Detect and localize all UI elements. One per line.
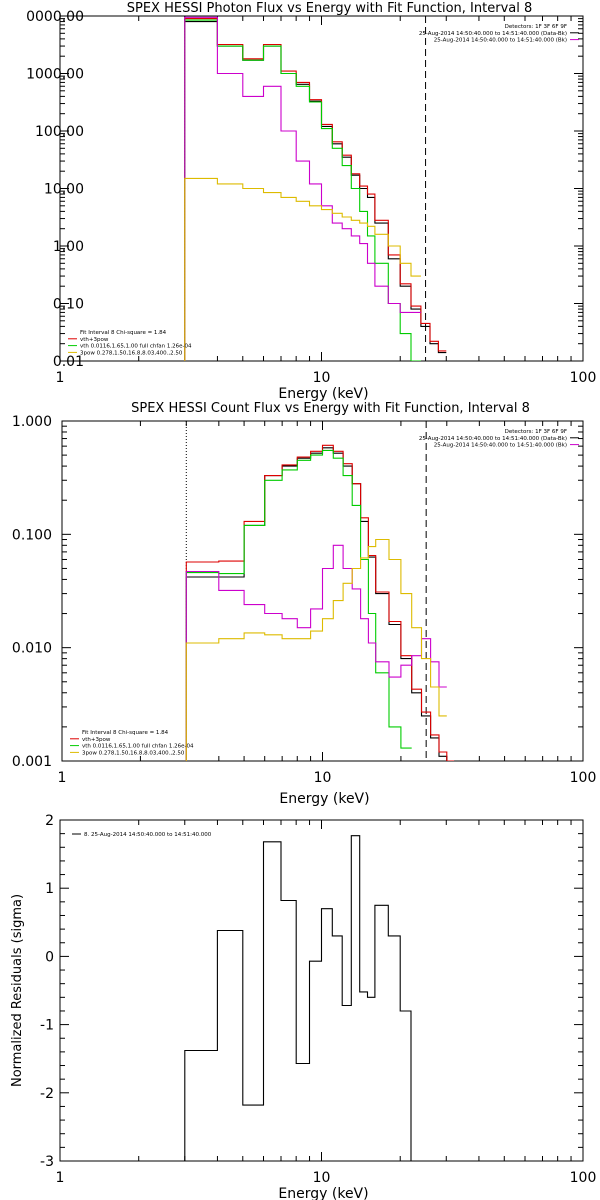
legend-entry: Fit Interval 8 Chi-square = 1.84 [80, 330, 167, 336]
series-group [184, 835, 421, 1161]
y-axis: 0.001 0.010 0.100 1.000 [12, 414, 583, 770]
series-line-3 [184, 19, 421, 361]
series-group [184, 16, 447, 361]
x-axis: 1 10 100 Energy (keV) [56, 16, 597, 402]
y-tick-label: 0.001 [12, 754, 52, 770]
x-axis: 1 10 100 Energy (keV) [56, 820, 597, 1200]
x-tick-label: 100 [570, 770, 597, 786]
y-axis: 0.01 0.10 1.00 10.00 100.00 1000.00 0000.00 [26, 9, 583, 370]
x-tick-label: 10 [314, 770, 332, 786]
legend-entry: 25-Aug-2014 14:50:40.000 to 14:51:40.000… [419, 31, 567, 37]
series-line-3 [185, 449, 412, 761]
legend-entry: vth+3pow [80, 337, 109, 343]
series-line-4 [185, 544, 447, 761]
legend-entry: vth+3pow [82, 737, 111, 743]
legend-entry: Fit Interval 8 Chi-square = 1.84 [82, 730, 169, 736]
panel-1: SPEX HESSI Photon Flux vs Energy with Fi… [26, 1, 596, 402]
legend-entry: 25-Aug-2014 14:50:40.000 to 14:51:40.000… [434, 443, 567, 449]
legend: 8. 25-Aug-2014 14:50:40.000 to 14:51:40.… [72, 832, 212, 838]
x-tick-label: 1 [58, 770, 67, 786]
legend-entry: 3pow 0.278,1.50,16.8,8.03,400.,2.50 [80, 350, 183, 356]
series-line-2 [185, 444, 455, 761]
panel-2: SPEX HESSI Count Flux vs Energy with Fit… [12, 401, 596, 807]
x-axis-label: Energy (keV) [278, 386, 368, 402]
legend-entry: 3pow 0.278,1.50,16.8,8.03,400.,2.50 [82, 750, 185, 756]
y-tick-label: 0.10 [53, 297, 84, 313]
y-tick-label: 0 [45, 949, 54, 965]
chart-title: SPEX HESSI Photon Flux vs Energy with Fi… [127, 1, 533, 16]
y-tick-label: 1.000 [12, 414, 52, 430]
series-line-1 [184, 21, 447, 361]
panel-3: 1 10 100 Energy (keV) -3 -2 -1 0 1 2 Normalized Re… [10, 813, 596, 1200]
x-tick-label: 1 [56, 1170, 65, 1186]
legend-entry: Detectors: 1F 3F 6F 9F [505, 429, 567, 435]
legend-entry: Detectors: 1F 3F 6F 9F [505, 24, 567, 30]
y-axis: -3 -2 -1 0 1 2 Normalized Residuals (sigma) [10, 813, 583, 1170]
x-axis-label: Energy (keV) [278, 1186, 368, 1200]
legend-entry: 25-Aug-2014 14:50:40.000 to 14:51:40.000… [434, 38, 567, 44]
y-tick-label: 0.01 [53, 354, 84, 370]
series-line-5 [184, 177, 421, 361]
y-tick-label: 0000.00 [26, 9, 84, 25]
chart-title: SPEX HESSI Count Flux vs Energy with Fit… [131, 401, 530, 416]
legend-bottom: Fit Interval 8 Chi-square = 1.84vth+3pow… [68, 330, 192, 356]
x-axis: 1 10 100 Energy (keV) [58, 421, 597, 807]
x-tick-label: 10 [313, 370, 331, 386]
legend-entry: 8. 25-Aug-2014 14:50:40.000 to 14:51:40.… [84, 832, 212, 838]
x-tick-label: 100 [570, 1170, 597, 1186]
y-tick-label: -2 [40, 1086, 54, 1102]
y-tick-label: -1 [40, 1018, 54, 1034]
x-tick-label: 1 [56, 370, 65, 386]
y-tick-label: 100.00 [35, 124, 84, 140]
series-line-5 [185, 538, 447, 761]
y-tick-label: 1.00 [53, 239, 84, 255]
x-tick-label: 100 [570, 370, 597, 386]
plot-frame [59, 819, 584, 1162]
y-tick-label: -3 [40, 1154, 54, 1170]
legend-entry: vth 0.0116,1.65,1.00 full chfan 1.26e-04 [80, 344, 192, 350]
series-line-1 [184, 835, 421, 1161]
y-tick-label: 2 [45, 813, 54, 829]
x-axis-label: Energy (keV) [279, 791, 369, 807]
y-axis-label: Normalized Residuals (sigma) [10, 894, 25, 1087]
x-tick-label: 10 [313, 1170, 331, 1186]
legend-entry: vth 0.0116,1.65,1.00 full chfan 1.26e-04 [82, 744, 194, 750]
legend-bottom: Fit Interval 8 Chi-square = 1.84vth+3pow… [70, 730, 194, 756]
series-line-2 [184, 18, 447, 361]
y-tick-label: 0.100 [12, 527, 52, 543]
series-group [185, 444, 455, 761]
y-tick-label: 10.00 [44, 182, 84, 198]
y-tick-label: 1 [45, 881, 54, 897]
series-line-4 [184, 16, 421, 361]
y-tick-label: 0.010 [12, 641, 52, 657]
legend-entry: 25-Aug-2014 14:50:40.000 to 14:51:40.000… [419, 436, 567, 442]
series-line-1 [185, 447, 455, 761]
y-tick-label: 1000.00 [26, 67, 84, 83]
